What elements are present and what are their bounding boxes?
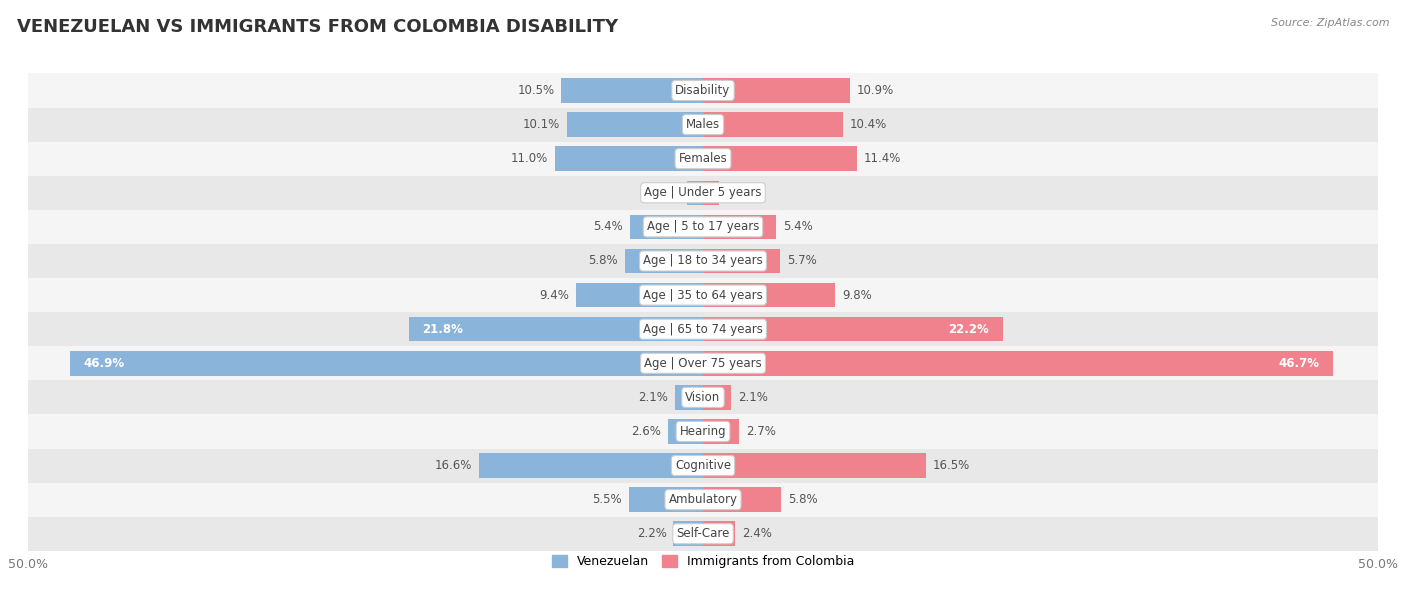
Bar [28,483,1378,517]
Bar [703,248,780,273]
Bar [668,419,703,444]
Bar [28,108,1378,141]
Text: Cognitive: Cognitive [675,459,731,472]
Bar [628,487,703,512]
Text: 5.4%: 5.4% [783,220,813,233]
Bar [479,453,703,478]
Text: Self-Care: Self-Care [676,528,730,540]
Bar [28,414,1378,449]
Bar [703,487,782,512]
Bar [703,78,851,103]
Bar [576,283,703,307]
Bar [703,453,925,478]
Bar [28,278,1378,312]
Bar [28,244,1378,278]
Bar [703,351,1333,376]
Text: Age | 5 to 17 years: Age | 5 to 17 years [647,220,759,233]
Text: 1.2%: 1.2% [650,186,681,200]
Text: 11.0%: 11.0% [510,152,548,165]
Bar [28,380,1378,414]
Bar [673,521,703,546]
Bar [624,248,703,273]
Text: 10.1%: 10.1% [523,118,560,131]
Bar [28,517,1378,551]
Bar [703,181,720,205]
Text: Age | Under 5 years: Age | Under 5 years [644,186,762,200]
Bar [703,146,856,171]
Text: 5.8%: 5.8% [787,493,818,506]
Text: 5.4%: 5.4% [593,220,623,233]
Legend: Venezuelan, Immigrants from Colombia: Venezuelan, Immigrants from Colombia [547,550,859,573]
Text: 2.1%: 2.1% [638,391,668,404]
Text: 5.8%: 5.8% [588,255,619,267]
Bar [703,215,776,239]
Text: 2.1%: 2.1% [738,391,768,404]
Bar [28,176,1378,210]
Text: Age | Over 75 years: Age | Over 75 years [644,357,762,370]
Bar [703,283,835,307]
Bar [567,113,703,137]
Text: Age | 18 to 34 years: Age | 18 to 34 years [643,255,763,267]
Bar [630,215,703,239]
Text: Age | 35 to 64 years: Age | 35 to 64 years [643,289,763,302]
Text: 10.9%: 10.9% [856,84,894,97]
Text: 10.5%: 10.5% [517,84,554,97]
Text: 11.4%: 11.4% [863,152,901,165]
Text: 46.9%: 46.9% [83,357,125,370]
Bar [28,141,1378,176]
Text: Vision: Vision [685,391,721,404]
Text: 9.4%: 9.4% [540,289,569,302]
Text: Hearing: Hearing [679,425,727,438]
Bar [28,312,1378,346]
Text: Males: Males [686,118,720,131]
Text: Age | 65 to 74 years: Age | 65 to 74 years [643,323,763,335]
Text: 2.2%: 2.2% [637,528,666,540]
Bar [28,73,1378,108]
Text: 46.7%: 46.7% [1279,357,1320,370]
Bar [703,521,735,546]
Text: 21.8%: 21.8% [422,323,463,335]
Text: 5.5%: 5.5% [592,493,621,506]
Bar [703,317,1002,341]
Text: 22.2%: 22.2% [949,323,990,335]
Text: Disability: Disability [675,84,731,97]
Bar [554,146,703,171]
Text: VENEZUELAN VS IMMIGRANTS FROM COLOMBIA DISABILITY: VENEZUELAN VS IMMIGRANTS FROM COLOMBIA D… [17,18,619,36]
Text: Females: Females [679,152,727,165]
Text: 9.8%: 9.8% [842,289,872,302]
Text: 16.6%: 16.6% [434,459,472,472]
Bar [409,317,703,341]
Bar [561,78,703,103]
Text: 2.7%: 2.7% [747,425,776,438]
Bar [28,346,1378,380]
Text: 1.2%: 1.2% [725,186,756,200]
Text: 5.7%: 5.7% [787,255,817,267]
Text: Ambulatory: Ambulatory [668,493,738,506]
Text: 10.4%: 10.4% [851,118,887,131]
Bar [703,419,740,444]
Bar [28,449,1378,483]
Text: 2.6%: 2.6% [631,425,661,438]
Bar [703,113,844,137]
Bar [675,385,703,409]
Text: Source: ZipAtlas.com: Source: ZipAtlas.com [1271,18,1389,28]
Bar [686,181,703,205]
Text: 16.5%: 16.5% [932,459,970,472]
Text: 2.4%: 2.4% [742,528,772,540]
Bar [28,210,1378,244]
Bar [70,351,703,376]
Bar [703,385,731,409]
